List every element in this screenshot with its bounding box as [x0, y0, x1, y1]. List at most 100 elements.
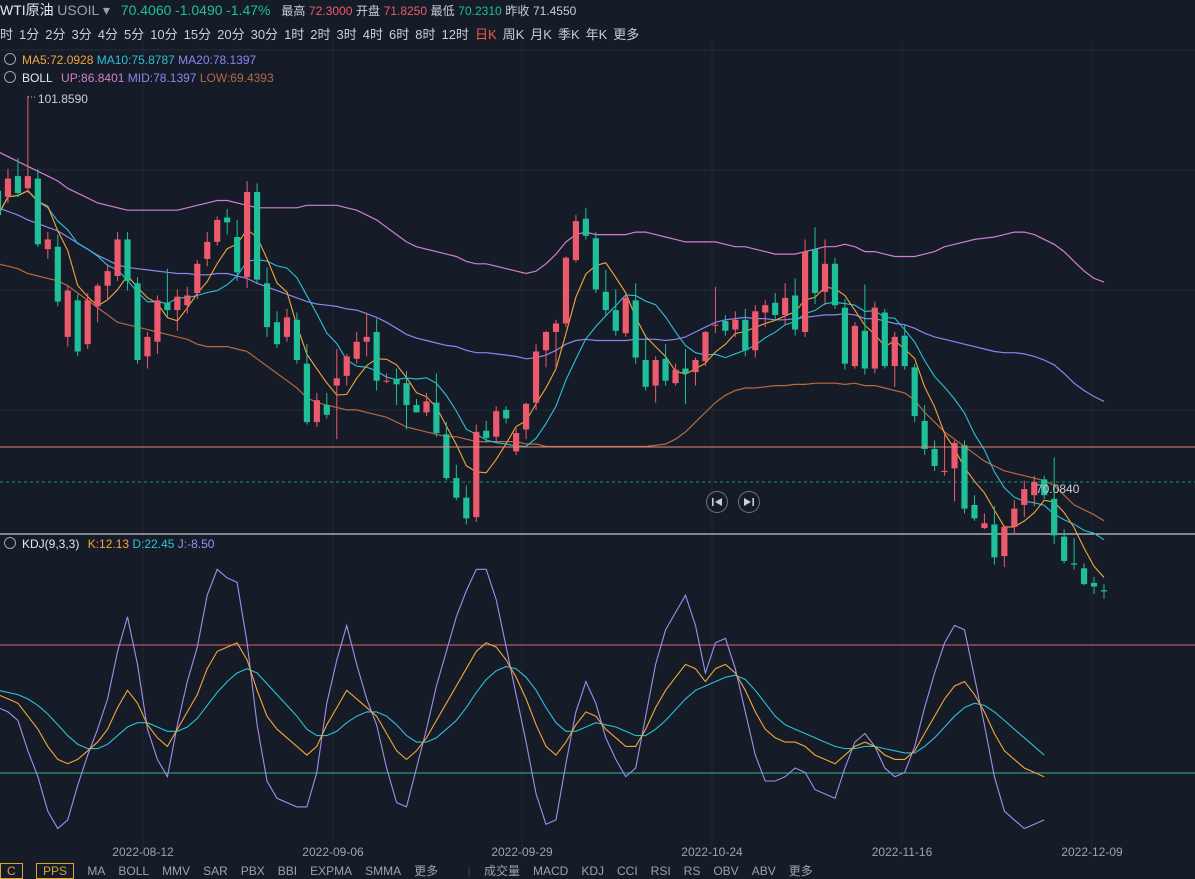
sub-indicator-tab[interactable]: KDJ	[581, 864, 604, 878]
candle-body	[542, 331, 550, 351]
period-tab[interactable]: 20分	[217, 27, 245, 42]
left-tab-pps[interactable]: PPS	[36, 863, 75, 879]
candle-body	[313, 400, 320, 423]
candle-body	[772, 302, 779, 315]
period-tab[interactable]: 1分	[19, 27, 40, 42]
candle-body	[373, 331, 380, 381]
period-tab[interactable]: 12时	[441, 27, 469, 42]
left-tab-c[interactable]: C	[0, 863, 23, 879]
x-tick-label: 2022-12-09	[1061, 845, 1123, 859]
period-tab[interactable]: 15分	[183, 27, 212, 42]
candle-body	[114, 239, 121, 276]
candle-body	[403, 383, 410, 406]
candle-body	[74, 300, 81, 352]
candle-body	[174, 296, 181, 311]
period-tab[interactable]: 周K	[502, 27, 525, 42]
candle-body	[931, 448, 938, 466]
ma-legend: MA5:72.0928 MA10:75.8787 MA20:78.1397	[4, 53, 256, 67]
symbol-name[interactable]: WTI原油	[0, 2, 54, 18]
quote-header: WTI原油 USOIL ▾ 70.4060 -1.0490 -1.47% 最高 …	[0, 0, 1195, 18]
boll-mid-value: MID:78.1397	[127, 71, 197, 85]
candle-body	[164, 302, 171, 311]
candle-body	[662, 358, 669, 381]
candle-body	[1071, 563, 1078, 565]
period-tab[interactable]: 年K	[585, 27, 608, 42]
sub-indicator-tab[interactable]: RS	[683, 864, 701, 878]
candle-body	[214, 219, 221, 242]
main-indicator-tab[interactable]: MMV	[162, 864, 191, 878]
candle-body	[154, 300, 161, 342]
candle-body	[24, 176, 31, 189]
period-tab[interactable]: 月K	[530, 27, 552, 42]
open-label: 开盘	[356, 4, 381, 18]
period-tab[interactable]: 3时	[336, 27, 357, 42]
period-tab[interactable]: 8时	[415, 27, 436, 42]
period-tab[interactable]: 4分	[97, 27, 118, 42]
symbol-code[interactable]: USOIL	[57, 2, 100, 18]
kdj-name: KDJ(9,3,3)	[22, 537, 80, 551]
period-tab[interactable]: 10分	[150, 27, 178, 42]
period-tab[interactable]: 2分	[45, 27, 66, 42]
main-indicator-tab[interactable]: MA	[87, 864, 106, 878]
sub-indicator-tab[interactable]: OBV	[713, 864, 739, 878]
main-indicator-tab[interactable]: PBX	[240, 864, 265, 878]
scroll-to-start-button[interactable]	[706, 491, 728, 513]
period-tab[interactable]: 时	[0, 27, 14, 42]
candle-body	[1041, 479, 1048, 496]
candle-body	[1090, 582, 1098, 587]
candle-body	[273, 322, 281, 345]
period-tab[interactable]: 2时	[310, 27, 331, 42]
candle-body	[224, 217, 231, 223]
candle-body	[632, 300, 639, 358]
symbol-dropdown-icon[interactable]: ▾	[102, 2, 110, 18]
period-tab[interactable]: 3分	[71, 27, 92, 42]
candle-body	[244, 191, 251, 278]
skip-forward-icon	[744, 498, 754, 506]
main-indicator-tab[interactable]: SAR	[203, 864, 228, 878]
sub-indicator-tab[interactable]: MACD	[532, 864, 569, 878]
ma10-line	[0, 190, 1105, 541]
candle-body	[204, 241, 211, 259]
ma20-value: MA20:78.1397	[178, 53, 257, 67]
sub-indicator-tab[interactable]: ABV	[751, 864, 776, 878]
candle-body	[194, 263, 201, 294]
scroll-to-end-button[interactable]	[738, 491, 760, 513]
settings-icon[interactable]	[4, 53, 16, 65]
period-tab[interactable]: 1时	[284, 27, 305, 42]
candle-body	[732, 319, 739, 330]
period-tab[interactable]: 更多	[613, 27, 640, 42]
period-tab[interactable]: 30分	[250, 27, 279, 42]
main-indicator-tab[interactable]: BBI	[277, 864, 298, 878]
main-indicator-tab[interactable]: 更多	[414, 864, 439, 878]
candle-body	[363, 336, 370, 342]
x-tick-label: 2022-10-24	[681, 845, 743, 859]
sub-indicator-tab[interactable]: 成交量	[483, 864, 520, 878]
candle-body	[841, 307, 849, 364]
settings-icon[interactable]	[4, 71, 16, 83]
boll-up-value: UP:86.8401	[61, 71, 125, 85]
candle-body	[44, 239, 51, 250]
ma5-value: MA5:72.0928	[22, 53, 94, 67]
candle-body	[612, 310, 619, 331]
period-tab[interactable]: 季K	[557, 27, 580, 42]
candle-body	[493, 411, 500, 437]
boll-low-value: LOW:69.4393	[199, 71, 274, 85]
ma5-line	[0, 190, 1105, 578]
main-indicator-tab[interactable]: SMMA	[365, 864, 402, 878]
sub-indicator-tab[interactable]: CCI	[616, 864, 638, 878]
candle-body	[144, 336, 151, 357]
candle-body	[293, 319, 301, 361]
candle-body	[552, 323, 560, 332]
candle-body	[463, 497, 470, 519]
sub-indicator-tab[interactable]: 更多	[788, 864, 813, 878]
sub-indicator-tab[interactable]: RSI	[650, 864, 671, 878]
period-tab[interactable]: 日K	[474, 27, 497, 42]
period-tab[interactable]: 5分	[123, 27, 145, 42]
period-tab[interactable]: 6时	[389, 27, 410, 42]
candle-body	[602, 291, 609, 311]
candle-body	[562, 257, 570, 324]
period-tab[interactable]: 4时	[362, 27, 383, 42]
main-indicator-tab[interactable]: EXPMA	[310, 864, 353, 878]
settings-icon[interactable]	[4, 537, 16, 549]
main-indicator-tab[interactable]: BOLL	[118, 864, 150, 878]
